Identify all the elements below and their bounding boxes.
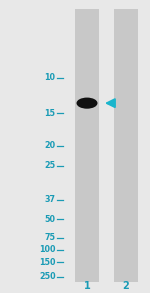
Text: 2: 2 xyxy=(123,281,129,291)
Text: 75: 75 xyxy=(45,234,56,242)
Text: 37: 37 xyxy=(45,195,56,204)
Text: 250: 250 xyxy=(39,272,56,281)
Text: 50: 50 xyxy=(45,215,56,224)
Text: 15: 15 xyxy=(45,109,56,117)
Text: 100: 100 xyxy=(39,245,56,254)
Text: 1: 1 xyxy=(84,281,90,291)
Text: 10: 10 xyxy=(45,73,56,82)
FancyBboxPatch shape xyxy=(114,9,138,282)
Ellipse shape xyxy=(76,98,98,109)
FancyBboxPatch shape xyxy=(75,9,99,282)
Text: 20: 20 xyxy=(44,141,56,150)
Text: 25: 25 xyxy=(44,161,56,170)
Text: 150: 150 xyxy=(39,258,56,267)
